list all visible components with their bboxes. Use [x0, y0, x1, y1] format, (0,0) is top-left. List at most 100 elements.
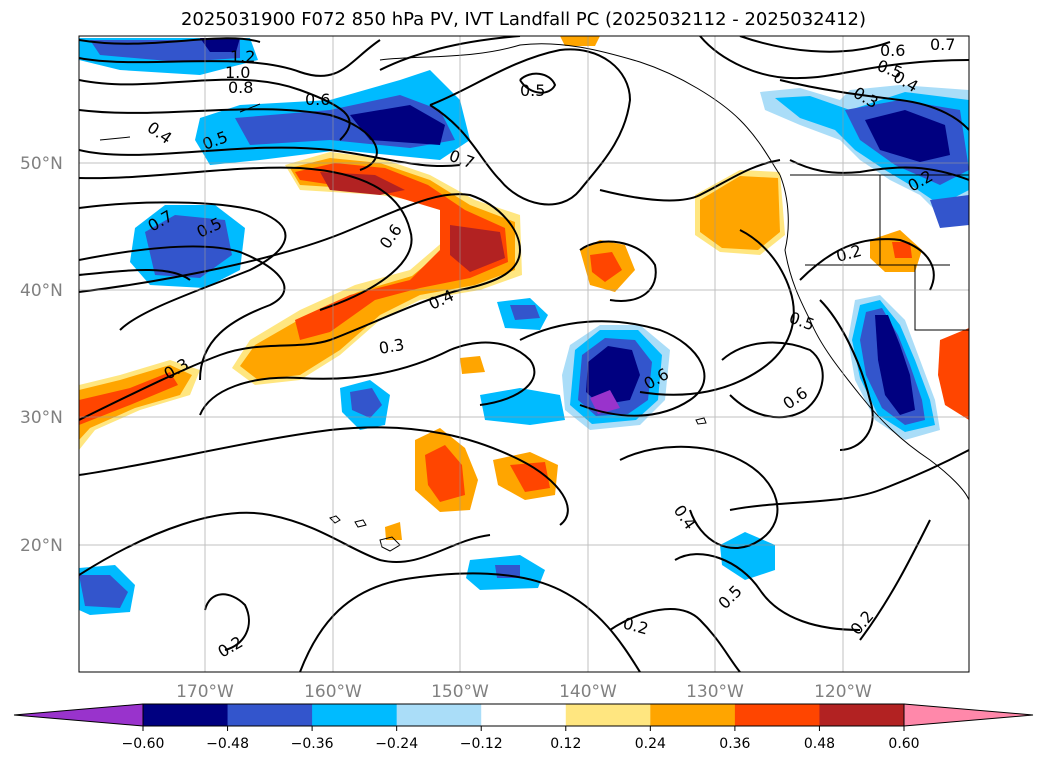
contour — [79, 201, 287, 331]
lat-axis-labels: 50°N 40°N 30°N 20°N — [20, 154, 63, 556]
contour-label: 0.3 — [377, 335, 405, 358]
lon-label: 120°W — [814, 682, 872, 702]
contour-label: 1.0 — [225, 63, 250, 82]
shade-darkblue-mid — [350, 388, 382, 418]
contour — [699, 36, 969, 80]
shade-crimson-band — [320, 172, 405, 195]
colorbar-tick-label: 0.12 — [550, 736, 581, 752]
contour-label: 0.8 — [228, 78, 253, 97]
shade-orange-d — [460, 356, 485, 374]
contour — [819, 299, 874, 451]
shade-red-c — [510, 462, 550, 492]
shade-navy-ne — [865, 110, 950, 162]
contour — [79, 245, 286, 381]
contour-label: 0.7 — [930, 35, 955, 54]
colorbar-tick-label: −0.24 — [375, 736, 418, 752]
colorbar-tick-label: −0.48 — [206, 736, 249, 752]
colorbar-bin — [819, 704, 905, 726]
colorbar: −0.60 −0.48 −0.36 −0.24 −0.12 0.12 0.24 0.36 0.4… — [13, 703, 1034, 752]
contour — [79, 146, 461, 168]
shade-red-a — [590, 252, 622, 282]
colorbar-tick-label: 0.48 — [804, 736, 835, 752]
colorbar-tick-label: −0.60 — [122, 736, 165, 752]
contour — [429, 48, 632, 206]
shade-navy-gulf — [350, 105, 445, 145]
shade-purple-central — [590, 390, 620, 414]
contour — [599, 159, 781, 202]
contour — [79, 249, 521, 421]
contour — [739, 36, 891, 53]
contour — [379, 36, 521, 71]
colorbar-tick-label: −0.12 — [460, 736, 503, 752]
coastline-alaska — [379, 43, 781, 176]
contour — [789, 159, 969, 181]
contour — [609, 608, 741, 672]
hawaii-2 — [354, 519, 367, 528]
colorbar-bin — [565, 704, 651, 726]
shade-red-band — [295, 163, 508, 340]
contour-lines — [79, 36, 969, 672]
contour — [674, 553, 861, 631]
shade-darkblue-nw — [90, 40, 240, 62]
contour — [79, 193, 521, 293]
contour — [199, 341, 536, 416]
contour — [721, 341, 824, 419]
contour-label: 0.5 — [520, 81, 545, 100]
contour — [79, 78, 351, 141]
lon-axis-labels: 170°W 160°W 150°W 140°W 130°W 120°W — [176, 682, 872, 702]
lon-label: 150°W — [431, 682, 489, 702]
colorbar-bin — [650, 704, 736, 726]
colorbar-tick-label: −0.36 — [291, 736, 334, 752]
island-small — [695, 417, 707, 425]
plot-frame — [78, 35, 970, 673]
colorbar-bin — [143, 704, 229, 726]
colorbar-under-arrow — [14, 704, 143, 726]
lon-label: 170°W — [176, 682, 234, 702]
colorbar-tick-label: 0.60 — [888, 736, 919, 752]
shade-red-ca — [892, 242, 912, 258]
contour — [79, 39, 381, 77]
contour — [79, 426, 569, 526]
shade-red-farwest — [79, 372, 178, 425]
shade-yellow-top — [560, 36, 600, 46]
colorbar-frame-right — [903, 703, 1034, 727]
shade-blue-se — [720, 532, 775, 580]
colorbar-tick-label: 0.36 — [719, 736, 750, 752]
contour — [79, 108, 378, 171]
contour-label: 1.2 — [230, 47, 255, 66]
lon-label: 140°W — [559, 682, 617, 702]
shade-navy-central — [586, 346, 640, 405]
contour — [299, 572, 641, 672]
lon-label: 160°W — [304, 682, 362, 702]
contour-label: 0.6 — [305, 90, 330, 109]
contour — [79, 511, 491, 576]
lat-label: 30°N — [20, 408, 63, 428]
lat-label: 40°N — [20, 281, 63, 301]
contour — [519, 72, 557, 94]
colorbar-bin — [227, 704, 313, 726]
shade-red-east — [938, 328, 969, 420]
contour — [79, 37, 261, 45]
shade-crimson-band2 — [450, 225, 505, 272]
border-state3 — [914, 265, 969, 331]
contour — [799, 238, 935, 291]
contour — [204, 593, 250, 651]
contour-label: 0.6 — [880, 41, 905, 60]
aleutian — [99, 103, 261, 141]
shade-darkblue-sw — [79, 575, 128, 608]
shade-navy-nw — [200, 38, 240, 52]
lat-label: 20°N — [20, 536, 63, 556]
map-title: 2025031900 F072 850 hPa PV, IVT Landfall… — [180, 9, 867, 30]
shade-red-b — [425, 445, 465, 502]
shade-navy-ca — [875, 315, 915, 415]
colorbar-bin — [312, 704, 398, 726]
shade-darkblue-small — [510, 305, 540, 320]
shade-orange-ne — [700, 176, 780, 250]
contour — [729, 449, 969, 511]
hawaii-3 — [379, 536, 401, 552]
colorbar-bin — [734, 704, 820, 726]
lat-label: 50°N — [20, 154, 63, 174]
coastline-west-coast — [779, 174, 969, 501]
colorbar-bin — [396, 704, 482, 726]
contour — [639, 229, 795, 396]
